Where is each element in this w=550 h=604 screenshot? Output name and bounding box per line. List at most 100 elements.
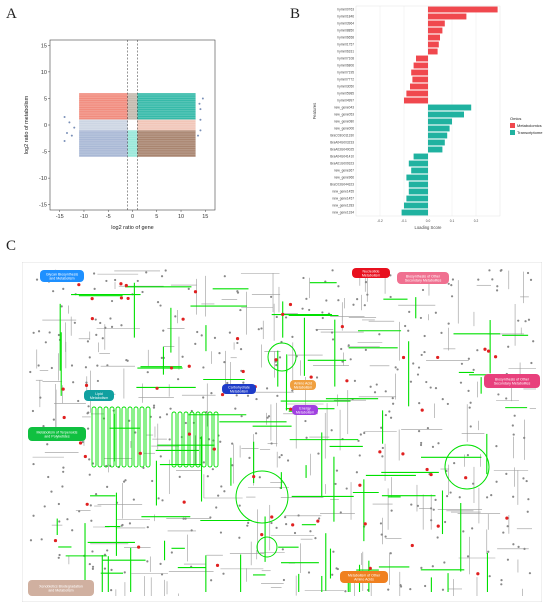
quadrant-region-6 bbox=[79, 119, 128, 131]
feature-label: hymn07195 bbox=[337, 71, 354, 75]
compound-node bbox=[434, 387, 438, 390]
compound-node bbox=[159, 455, 162, 458]
metabolite-node bbox=[274, 358, 278, 362]
compound-node bbox=[236, 341, 239, 345]
compound-node bbox=[399, 584, 402, 587]
compound-node bbox=[334, 482, 337, 486]
compound-node bbox=[96, 379, 100, 383]
legend-swatch bbox=[510, 130, 515, 135]
compound-node bbox=[443, 561, 446, 564]
y-axis-label: log2 ratio of metabolism bbox=[24, 95, 30, 154]
compound-node bbox=[471, 527, 474, 530]
compound-node bbox=[507, 345, 510, 348]
compound-node bbox=[57, 502, 60, 506]
metabolite-node bbox=[281, 312, 285, 316]
metabolite-node bbox=[62, 415, 66, 420]
cycle-pathway bbox=[267, 342, 297, 372]
compound-node bbox=[145, 271, 148, 274]
quadrant-region-3 bbox=[137, 130, 196, 157]
fatty-acid-loop bbox=[133, 406, 139, 468]
loading-bar bbox=[428, 27, 443, 34]
compound-node bbox=[88, 458, 91, 461]
fatty-acid-loop bbox=[207, 411, 213, 468]
compound-node bbox=[512, 495, 515, 498]
compound-node bbox=[168, 438, 171, 441]
metabolite-node bbox=[182, 500, 186, 504]
category-label-box bbox=[28, 580, 94, 596]
compound-node bbox=[275, 526, 278, 529]
metabolite-node bbox=[137, 545, 141, 549]
compound-node bbox=[142, 466, 145, 470]
compound-node bbox=[506, 525, 509, 528]
loading-bar bbox=[413, 62, 428, 69]
category-label-line: Amino Acid bbox=[294, 382, 312, 386]
compound-node bbox=[136, 279, 139, 283]
compound-node bbox=[530, 361, 533, 365]
loading-bar bbox=[428, 13, 467, 20]
compound-node bbox=[505, 472, 508, 475]
category-label-box bbox=[340, 571, 388, 583]
feature-label: hymn06806 bbox=[337, 64, 354, 68]
compound-node bbox=[389, 552, 392, 555]
compound-node bbox=[410, 503, 413, 506]
compound-node bbox=[394, 366, 397, 369]
compound-node bbox=[425, 380, 428, 384]
legend-item-label: Metabolomics bbox=[517, 123, 542, 128]
compound-node bbox=[352, 303, 355, 306]
compound-node bbox=[437, 442, 440, 445]
compound-node bbox=[218, 352, 221, 355]
loading-bar bbox=[411, 69, 428, 76]
compound-node bbox=[366, 293, 369, 296]
compound-node bbox=[234, 407, 237, 410]
metabolite-node bbox=[155, 386, 159, 390]
compound-node bbox=[270, 521, 273, 525]
legend-swatch bbox=[510, 123, 515, 128]
metabolite-node bbox=[345, 379, 349, 383]
metabolite-node bbox=[420, 408, 424, 412]
compound-node bbox=[146, 526, 149, 529]
scatter-point bbox=[201, 97, 204, 100]
compound-node bbox=[40, 538, 43, 541]
compound-node bbox=[106, 364, 109, 367]
compound-node bbox=[335, 469, 339, 472]
compound-node bbox=[39, 396, 42, 399]
compound-node bbox=[416, 504, 420, 507]
feature-label: hymn01846 bbox=[337, 15, 354, 19]
fatty-acid-loop bbox=[97, 406, 103, 468]
category-label-line: and Metabolism bbox=[48, 589, 73, 593]
compound-node bbox=[231, 464, 234, 467]
metabolite-node bbox=[340, 324, 344, 329]
compound-node bbox=[472, 482, 475, 485]
feature-label: new_gene1455 bbox=[332, 190, 354, 194]
compound-node bbox=[213, 336, 217, 339]
compound-node bbox=[284, 516, 287, 519]
y-tick-label: -10 bbox=[39, 176, 47, 182]
compound-node bbox=[526, 510, 529, 513]
compound-node bbox=[432, 508, 435, 511]
category-label-line: Metabolism bbox=[362, 274, 380, 278]
metabolite-node bbox=[241, 369, 245, 374]
compound-node bbox=[151, 479, 154, 483]
compound-node bbox=[384, 535, 387, 538]
compound-node bbox=[275, 364, 278, 367]
compound-node bbox=[226, 381, 229, 385]
x-tick-label: 0.2 bbox=[474, 219, 479, 223]
compound-node bbox=[387, 588, 390, 591]
compound-node bbox=[505, 397, 508, 400]
loading-bar bbox=[428, 146, 443, 153]
metabolite-node bbox=[212, 447, 216, 451]
category-label-line: Xenobiotics Biodegradation bbox=[39, 585, 83, 589]
compound-node bbox=[88, 562, 91, 566]
compound-node bbox=[337, 285, 340, 288]
feature-label: hymn00763 bbox=[337, 8, 354, 12]
compound-node bbox=[451, 278, 455, 281]
compound-node bbox=[94, 318, 97, 321]
fatty-acid-loop bbox=[195, 411, 201, 468]
category-label-box bbox=[292, 405, 318, 415]
x-tick-label: -10 bbox=[80, 214, 88, 220]
feature-label: BraA01G009323 bbox=[330, 162, 354, 166]
compound-node bbox=[223, 490, 226, 493]
compound-node bbox=[487, 550, 490, 553]
metabolite-node bbox=[187, 364, 191, 368]
category-label-box bbox=[397, 272, 449, 284]
